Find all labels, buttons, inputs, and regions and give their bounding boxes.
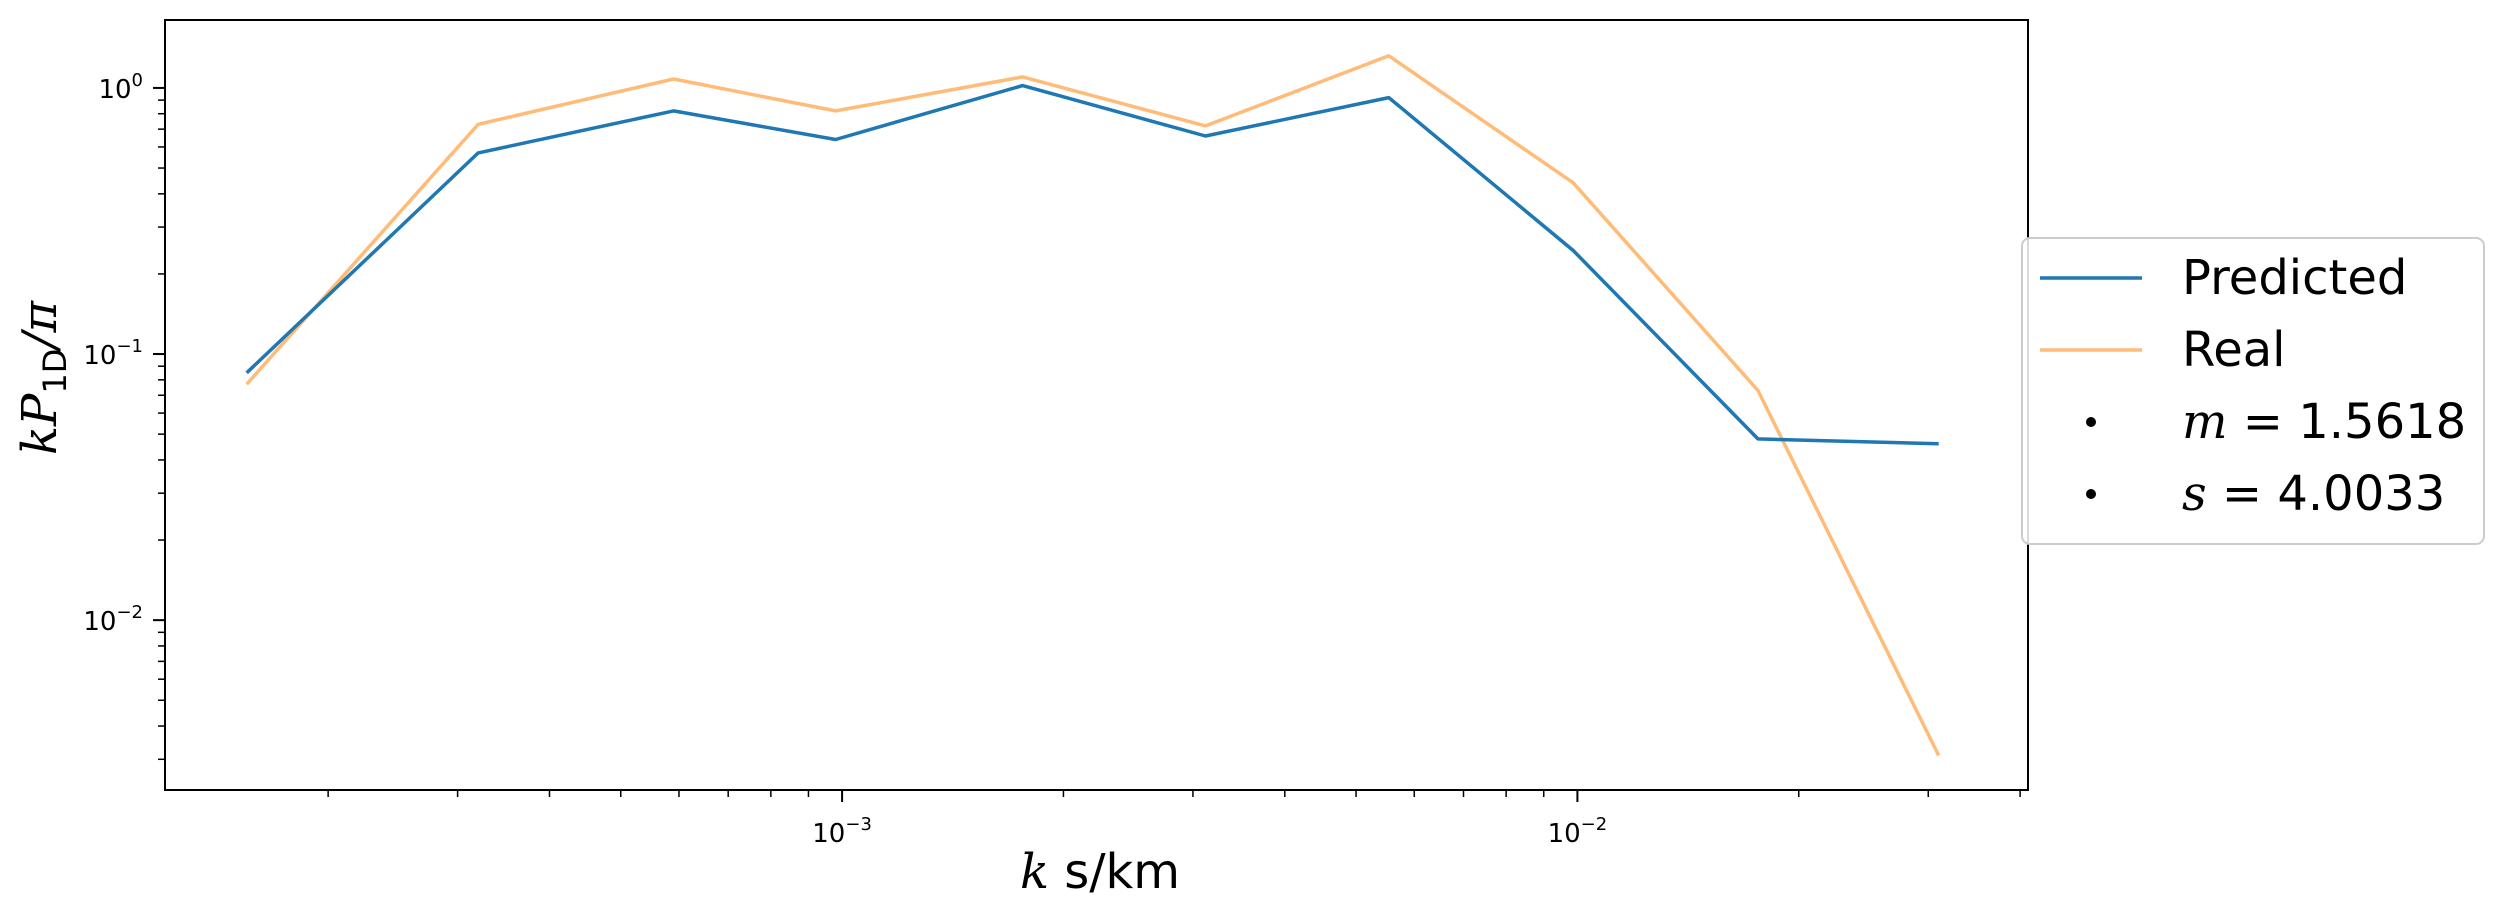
legend-marker: [2086, 489, 2096, 499]
x-tick-label: 10−2: [1548, 814, 1608, 849]
series-line-predicted: [245, 83, 1939, 446]
y-tick-label: 10−2: [83, 602, 143, 637]
plot-frame: [164, 19, 2029, 791]
x-minor-ticks: [327, 790, 2021, 797]
legend-label: Real: [2182, 322, 2285, 378]
y-axis-subscript: 1D: [36, 349, 74, 394]
y-tick-label: 100: [98, 70, 143, 105]
x-axis-label: k s/km: [1020, 844, 1180, 900]
x-axis-var: k: [1020, 844, 1049, 900]
x-axis-unit: s/km: [1049, 844, 1180, 900]
y-axis-label: kP1D/π: [12, 299, 74, 455]
legend-items: Predicted Real m = 1.5618 s = 4.0033: [2040, 250, 2466, 522]
legend-annotation: m = 1.5618: [2182, 394, 2466, 450]
legend-marker: [2086, 417, 2096, 427]
y-major-ticks: 10−2 10−1 100: [83, 70, 165, 637]
legend-annotation: s = 4.0033: [2182, 466, 2445, 522]
y-tick-label: 10−1: [83, 336, 143, 371]
legend: Predicted Real m = 1.5618 s = 4.0033: [2021, 237, 2485, 545]
y-axis-tail: /π: [12, 299, 68, 352]
x-tick-label: 10−3: [812, 814, 872, 849]
series-line-real: [245, 54, 1941, 757]
series-layer: [245, 54, 1941, 757]
legend-label: Predicted: [2182, 250, 2407, 306]
y-axis-k: k: [12, 426, 68, 455]
x-major-ticks: 10−3 10−2: [812, 790, 1607, 849]
legend-box: [2021, 237, 2485, 545]
y-minor-ticks: [158, 99, 165, 761]
y-axis-P: P: [12, 393, 68, 427]
